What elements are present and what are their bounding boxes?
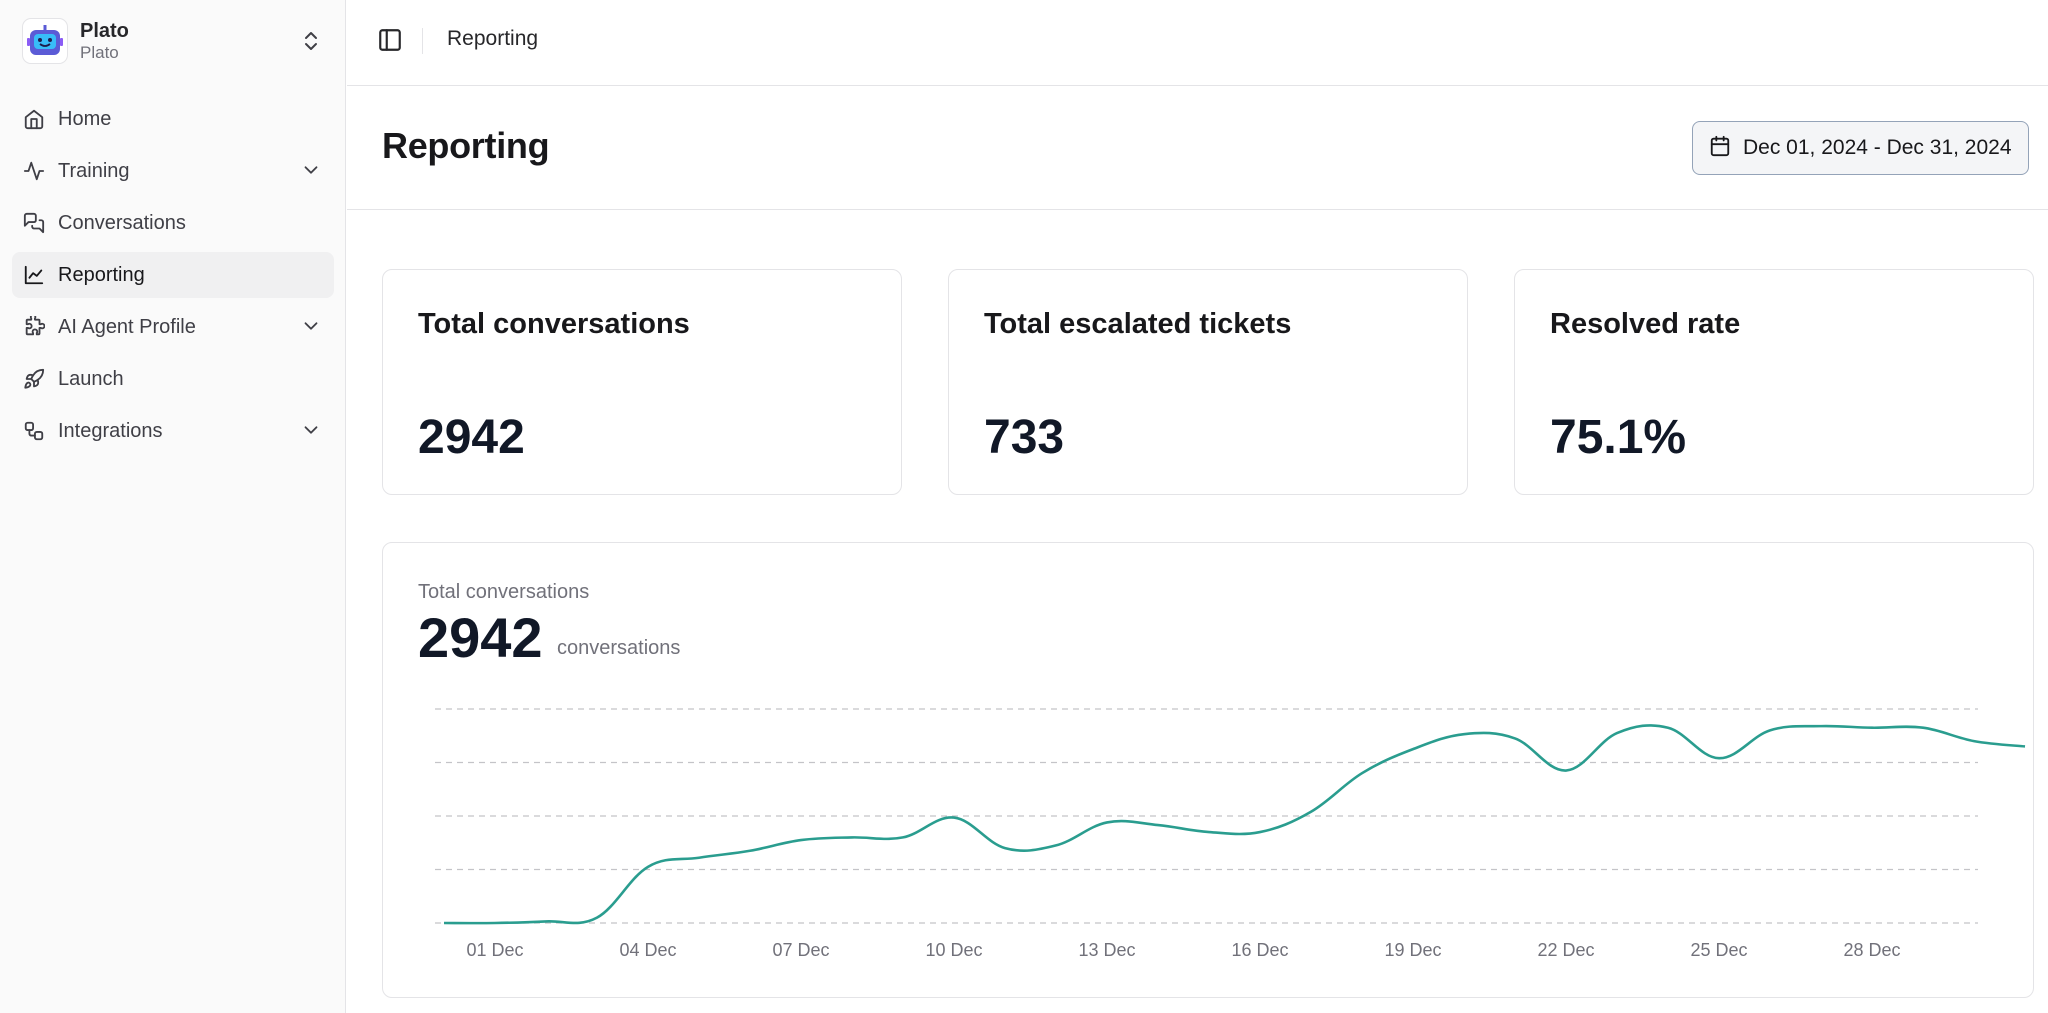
- chart-label: Total conversations: [418, 581, 590, 603]
- messages-icon: [22, 211, 46, 235]
- data-point[interactable]: [795, 834, 807, 846]
- data-point[interactable]: [1509, 732, 1521, 744]
- x-tick-label: 13 Dec: [1078, 940, 1135, 960]
- x-tick-label: 28 Dec: [1843, 940, 1900, 960]
- workflow-icon: [22, 419, 46, 443]
- topbar: Reporting: [347, 0, 2048, 86]
- line-chart-icon: [22, 263, 46, 287]
- data-point[interactable]: [1560, 765, 1572, 777]
- data-point[interactable]: [1662, 722, 1674, 734]
- sidebar-nav: Home Training Conversations: [12, 96, 334, 460]
- chart-unit: conversations: [557, 637, 681, 659]
- sidebar-item-conversations[interactable]: Conversations: [12, 200, 334, 246]
- sidebar-toggle-icon[interactable]: [377, 27, 407, 57]
- org-subtitle: Plato: [80, 42, 119, 62]
- data-point[interactable]: [1152, 819, 1164, 831]
- x-tick-label: 19 Dec: [1384, 940, 1441, 960]
- data-point[interactable]: [1917, 722, 1929, 734]
- stat-value: 733: [984, 411, 1065, 464]
- date-range-button[interactable]: Dec 01, 2024 - Dec 31, 2024: [1692, 121, 2029, 175]
- data-point[interactable]: [1968, 735, 1980, 747]
- x-tick-label: 25 Dec: [1690, 940, 1747, 960]
- data-point[interactable]: [1407, 743, 1419, 755]
- data-point[interactable]: [1764, 724, 1776, 736]
- stat-value: 2942: [418, 411, 525, 464]
- calendar-icon: [1709, 135, 1731, 162]
- stat-value: 75.1%: [1550, 411, 1687, 464]
- data-point[interactable]: [489, 917, 501, 929]
- data-point[interactable]: [1713, 752, 1725, 764]
- chevron-down-icon[interactable]: [300, 159, 322, 186]
- stat-title: Total conversations: [418, 308, 690, 340]
- sidebar-item-launch[interactable]: Launch: [12, 356, 334, 402]
- x-tick-label: 07 Dec: [772, 940, 829, 960]
- sidebar-item-label: Conversations: [58, 211, 186, 234]
- sidebar-item-home[interactable]: Home: [12, 96, 334, 142]
- sidebar-item-training[interactable]: Training: [12, 148, 334, 194]
- data-point[interactable]: [1101, 816, 1113, 828]
- sidebar-item-ai-agent-profile[interactable]: AI Agent Profile: [12, 304, 334, 350]
- data-point[interactable]: [999, 842, 1011, 854]
- home-icon: [22, 107, 46, 131]
- date-range-label: Dec 01, 2024 - Dec 31, 2024: [1743, 136, 2012, 159]
- chevron-down-icon[interactable]: [300, 419, 322, 446]
- data-point[interactable]: [540, 915, 552, 927]
- data-point[interactable]: [1254, 826, 1266, 838]
- data-point[interactable]: [1611, 727, 1623, 739]
- data-point[interactable]: [948, 812, 960, 824]
- page-header: Reporting Dec 01, 2024 - Dec 31, 2024: [347, 87, 2048, 210]
- data-point[interactable]: [438, 917, 450, 929]
- x-tick-label: 10 Dec: [925, 940, 982, 960]
- line-chart: 01 Dec 04 Dec 07 Dec 10 Dec 13 Dec 16 Dec 19 D…: [435, 708, 2031, 960]
- data-point[interactable]: [591, 912, 603, 924]
- activity-icon: [22, 159, 46, 183]
- x-tick-label: 01 Dec: [466, 940, 523, 960]
- sidebar-item-reporting[interactable]: Reporting: [12, 252, 334, 298]
- stat-card-escalated-tickets: Total escalated tickets 733: [948, 269, 1468, 495]
- stat-card-total-conversations: Total conversations 2942: [382, 269, 902, 495]
- series-line: [443, 724, 2026, 925]
- data-point[interactable]: [897, 831, 909, 843]
- x-tick-label: 04 Dec: [619, 940, 676, 960]
- stat-title: Resolved rate: [1550, 308, 1741, 340]
- sidebar-item-integrations[interactable]: Integrations: [12, 408, 334, 454]
- data-point[interactable]: [1050, 839, 1062, 851]
- stat-title: Total escalated tickets: [984, 308, 1292, 340]
- sidebar-item-label: Integrations: [58, 419, 163, 442]
- sidebar-item-label: Training: [58, 159, 130, 182]
- breadcrumb[interactable]: Reporting: [447, 27, 539, 50]
- data-point[interactable]: [846, 831, 858, 843]
- data-point[interactable]: [693, 852, 705, 864]
- divider: [422, 28, 423, 54]
- sidebar-item-label: Home: [58, 107, 112, 130]
- chart-total-value: 2942: [418, 606, 543, 669]
- data-point[interactable]: [1866, 722, 1878, 734]
- data-point[interactable]: [1356, 767, 1368, 779]
- x-tick-label: 22 Dec: [1537, 940, 1594, 960]
- data-point[interactable]: [2019, 740, 2031, 752]
- sidebar-item-label: AI Agent Profile: [58, 315, 196, 338]
- stat-card-resolved-rate: Resolved rate 75.1%: [1514, 269, 2034, 495]
- sidebar-item-label: Launch: [58, 367, 124, 390]
- org-logo: [22, 18, 68, 64]
- puzzle-icon: [22, 315, 46, 339]
- rocket-icon: [22, 367, 46, 391]
- org-switcher[interactable]: Plato Plato: [22, 16, 332, 66]
- data-point[interactable]: [1815, 720, 1827, 732]
- data-point[interactable]: [1203, 826, 1215, 838]
- sidebar-item-label: Reporting: [58, 263, 145, 286]
- chevrons-up-down-icon[interactable]: [300, 29, 322, 58]
- org-name: Plato: [80, 19, 129, 42]
- chevron-down-icon[interactable]: [300, 315, 322, 342]
- page-title: Reporting: [382, 125, 550, 166]
- x-tick-label: 16 Dec: [1231, 940, 1288, 960]
- data-point[interactable]: [642, 861, 654, 873]
- data-point[interactable]: [744, 845, 756, 857]
- data-point[interactable]: [1458, 728, 1470, 740]
- data-point[interactable]: [1305, 806, 1317, 818]
- conversations-chart-card: Total conversations 2942 conversations 0…: [382, 542, 2034, 998]
- sidebar: Plato Plato Home Training: [0, 0, 346, 1013]
